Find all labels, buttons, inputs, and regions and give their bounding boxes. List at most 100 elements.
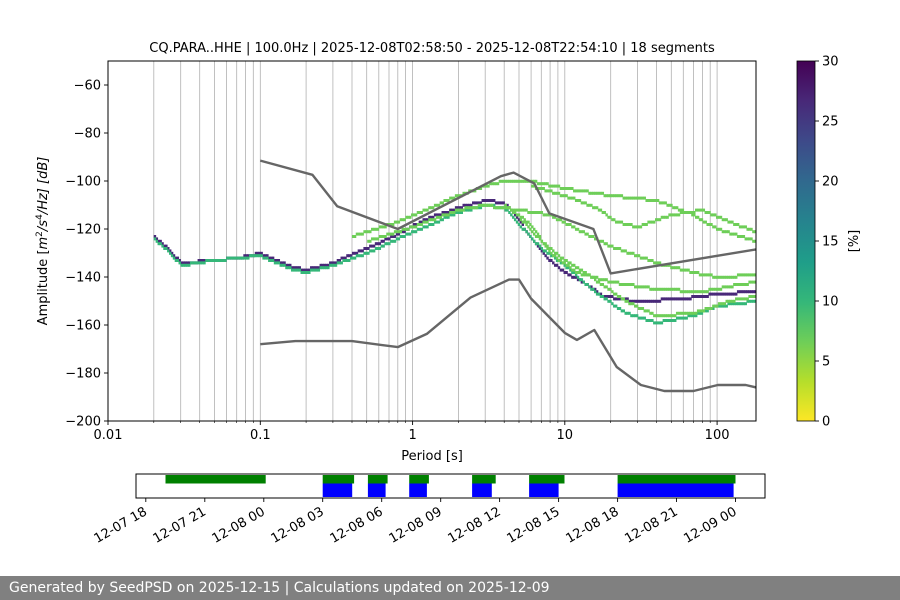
psd-cell [519,218,523,222]
psd-cell [548,249,551,253]
psd-cell [521,223,524,226]
psd-cell [546,189,549,193]
psd-cell [683,268,686,272]
psd-cell [679,268,683,272]
psd-cell [369,239,372,243]
psd-cell [576,271,580,274]
psd-cell [540,247,544,250]
psd-cell [401,218,404,222]
psd-cell [550,184,553,188]
psd-cell [574,199,578,202]
psd-cell [513,213,517,217]
psd-cell [334,263,338,267]
psd-cell [462,208,465,212]
psd-cell [416,223,420,226]
psd-cell [271,256,275,260]
psd-cell [685,268,688,272]
psd-cell [696,295,700,298]
psd-cell [595,280,599,284]
psd-cell [372,227,376,231]
psd-cell [668,213,671,217]
psd-cell [491,182,494,186]
psd-cell [546,244,549,248]
psd-cell [517,208,521,212]
psd-cell [738,283,742,286]
psd-cell [174,256,178,260]
psd-cell [695,215,698,219]
psd-cell [714,304,717,308]
psd-cell [563,187,566,190]
psd-cell [685,311,688,315]
psd-cell [683,316,686,320]
timeline-tick-label: 12-08 03 [269,504,327,546]
psd-cell [605,213,608,217]
psd-cell [374,227,378,231]
psd-cell [186,261,189,265]
psd-cell [622,297,625,301]
psd-cell [616,297,620,301]
timeline-ticks: 12-07 18 12-07 21 12-08 00 12-08 03 12-08 06… [92,498,740,547]
psd-cell [531,184,534,188]
psd-cell [672,314,675,318]
psd-cell [182,263,185,267]
used-segment [472,483,492,497]
psd-cell [441,213,444,217]
psd-cell [443,211,446,214]
psd-cell [658,299,662,303]
psd-cell [590,191,593,195]
psd-cell [679,211,683,214]
psd-cell [458,206,462,210]
psd-cell [262,256,265,260]
psd-cell [712,304,715,308]
psd-cell [437,220,441,224]
psd-cell [371,249,374,253]
psd-cell [536,244,540,248]
psd-cell [363,230,366,234]
psd-cell [594,206,597,210]
psd-cell [479,201,483,205]
psd-cell [504,179,507,183]
psd-cell [740,273,744,277]
psd-cell [710,292,713,296]
psd-cell [525,223,528,226]
psd-cell [643,285,646,289]
psd-cell [167,247,170,250]
psd-cell [351,256,355,260]
psd-cell [723,292,727,296]
psd-cell [736,290,740,294]
psd-cell [729,275,732,279]
psd-cell [517,218,521,222]
psd-cell [668,319,671,322]
psd-cell [163,244,166,248]
psd-cell [546,256,549,260]
psd-cell [725,299,728,303]
psd-cell [649,287,652,291]
psd-cell [430,215,433,219]
psd-cell [586,273,589,277]
psd-cell [308,268,311,272]
psd-cell [473,206,477,210]
psd-cell [717,275,721,279]
psd-cell [687,268,690,272]
colorbar-tick-label: 20 [822,175,839,190]
psd-cell [250,254,254,258]
psd-cell [388,237,391,241]
psd-cell [651,220,654,224]
psd-cell [626,223,629,226]
psd-cell [470,208,473,212]
psd-cell [595,290,599,294]
psd-cell [553,263,557,267]
psd-cell [622,196,625,200]
psd-cell [748,290,751,294]
psd-cell [651,319,654,322]
psd-cell [451,196,454,200]
psd-cell [735,232,738,236]
psd-cell [182,261,185,265]
psd-cell [727,220,730,224]
psd-cell [188,263,191,267]
psd-cell [456,208,460,212]
psd-cell [397,230,401,234]
psd-cell [325,266,328,270]
psd-cell [348,259,351,262]
psd-cell [616,220,620,224]
